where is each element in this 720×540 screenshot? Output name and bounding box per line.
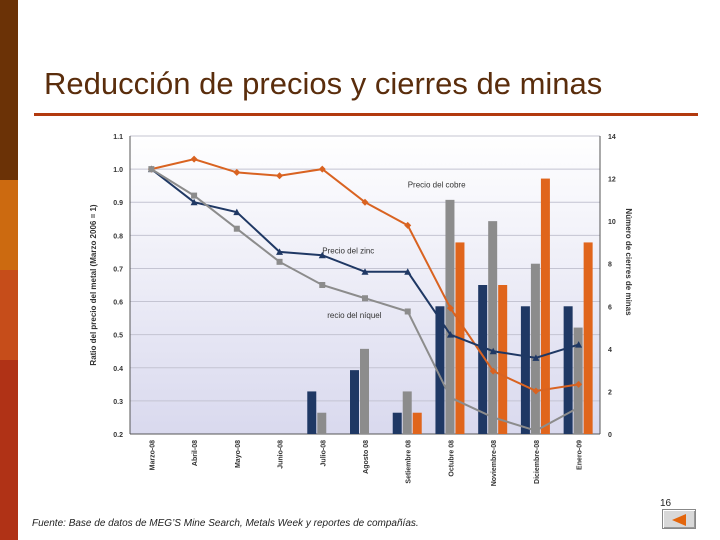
y2-tick-label: 8 bbox=[608, 262, 612, 269]
y-tick-label: 0.3 bbox=[113, 399, 123, 406]
y2-tick-label: 10 bbox=[608, 219, 616, 226]
bar bbox=[360, 348, 369, 434]
bar bbox=[563, 306, 573, 434]
source-note: Fuente: Base de datos de MEG’S Mine Sear… bbox=[32, 518, 419, 529]
bar bbox=[317, 412, 327, 434]
point bbox=[190, 198, 198, 206]
back-nav-button[interactable] bbox=[662, 509, 696, 529]
y2-tick-label: 0 bbox=[608, 432, 612, 439]
chart-svg: 0.2 0.3 0.4 0.5 0.6 0.7 0.8 0.9 1.0 1.1 0 2 4 6 8 10 12 1… bbox=[89, 134, 633, 486]
x-tick-label: Junio-08 bbox=[278, 440, 285, 469]
x-tick-label: Julio-08 bbox=[320, 440, 327, 467]
x-tick-label: Enero-09 bbox=[577, 440, 584, 470]
page-number: 16 bbox=[660, 498, 672, 509]
y-tick-label: 1.1 bbox=[113, 134, 123, 141]
point bbox=[233, 208, 241, 216]
point bbox=[447, 394, 454, 401]
x-tick-label: Marzo-08 bbox=[149, 440, 156, 470]
point bbox=[319, 282, 326, 288]
x-tick-label: Setiembre 08 bbox=[406, 440, 413, 484]
point bbox=[233, 168, 241, 176]
bar bbox=[445, 199, 455, 434]
bar bbox=[498, 285, 508, 434]
x-tick-label: Octubre 08 bbox=[448, 440, 455, 477]
bar bbox=[488, 221, 498, 434]
y-tick-label: 1.0 bbox=[113, 167, 123, 174]
point bbox=[575, 380, 583, 388]
x-tick-label: Agosto 08 bbox=[363, 440, 370, 474]
sidebar-accent bbox=[0, 0, 18, 540]
bar bbox=[435, 306, 445, 434]
bar bbox=[583, 242, 593, 434]
sidebar-segment-4 bbox=[0, 360, 18, 540]
sidebar-segment-3 bbox=[0, 270, 18, 360]
bar bbox=[350, 370, 359, 434]
point bbox=[318, 165, 326, 173]
y-tick-label: 0.4 bbox=[113, 366, 123, 373]
series-label: recio del níquel bbox=[327, 311, 381, 320]
y2-tick-label: 12 bbox=[608, 177, 616, 184]
sidebar-segment-2 bbox=[0, 180, 18, 270]
y2-tick-label: 2 bbox=[608, 389, 612, 396]
point bbox=[191, 192, 198, 199]
point bbox=[446, 304, 454, 312]
point bbox=[490, 414, 497, 421]
point bbox=[489, 367, 497, 375]
bar bbox=[412, 412, 422, 434]
point bbox=[404, 268, 412, 275]
y-tick-label: 0.8 bbox=[113, 233, 123, 240]
y-tick-label: 0.5 bbox=[113, 333, 123, 340]
y-tick-label: 0.6 bbox=[113, 300, 123, 307]
y2-tick-label: 4 bbox=[608, 347, 612, 354]
y2-axis-title: Número de cierres de minas bbox=[624, 208, 633, 316]
point bbox=[575, 404, 582, 411]
bar bbox=[478, 285, 488, 434]
y2-tick-label: 6 bbox=[608, 304, 612, 311]
y-axis-title: Ratio del precio del metal (Marzo 2006 =… bbox=[89, 204, 98, 366]
y-tick-label: 0.9 bbox=[113, 200, 123, 207]
y-tick-label: 0.7 bbox=[113, 266, 123, 273]
point bbox=[361, 268, 369, 275]
bar bbox=[402, 391, 412, 434]
series-label: Precio del cobre bbox=[408, 180, 466, 189]
x-tick-label: Abril-08 bbox=[192, 440, 199, 466]
point bbox=[233, 225, 240, 232]
point bbox=[532, 354, 540, 361]
x-tick-label: Mayo-08 bbox=[235, 440, 242, 468]
bar bbox=[392, 412, 402, 434]
x-tick-label: Noviembre-08 bbox=[491, 440, 498, 486]
sidebar-segment-1 bbox=[0, 0, 18, 180]
bar bbox=[540, 178, 550, 434]
point bbox=[148, 166, 155, 173]
point bbox=[532, 387, 540, 395]
y2-tick-label: 14 bbox=[608, 134, 616, 141]
point bbox=[318, 251, 326, 259]
bar bbox=[307, 391, 317, 434]
back-arrow-icon bbox=[672, 514, 686, 526]
point bbox=[276, 172, 284, 180]
point bbox=[404, 221, 412, 229]
chart-container: 0.2 0.3 0.4 0.5 0.6 0.7 0.8 0.9 1.0 1.1 0 2 4 6 8 10 12 1… bbox=[78, 124, 658, 510]
bar bbox=[573, 327, 583, 434]
point bbox=[489, 347, 497, 355]
point bbox=[446, 331, 454, 338]
point bbox=[532, 427, 539, 434]
title-underline bbox=[34, 113, 698, 116]
point bbox=[276, 258, 283, 265]
series-label: Precio del zinc bbox=[322, 247, 374, 256]
y-tick-label: 0.2 bbox=[113, 432, 123, 439]
point bbox=[276, 248, 284, 255]
bar bbox=[530, 263, 540, 434]
bar bbox=[520, 306, 530, 434]
point bbox=[190, 155, 198, 163]
point bbox=[361, 198, 369, 206]
point bbox=[575, 341, 583, 348]
point bbox=[362, 295, 368, 302]
slide-title: Reducción de precios y cierres de minas bbox=[44, 66, 603, 101]
x-tick-label: Diciembre-08 bbox=[534, 440, 541, 484]
point bbox=[404, 308, 411, 315]
